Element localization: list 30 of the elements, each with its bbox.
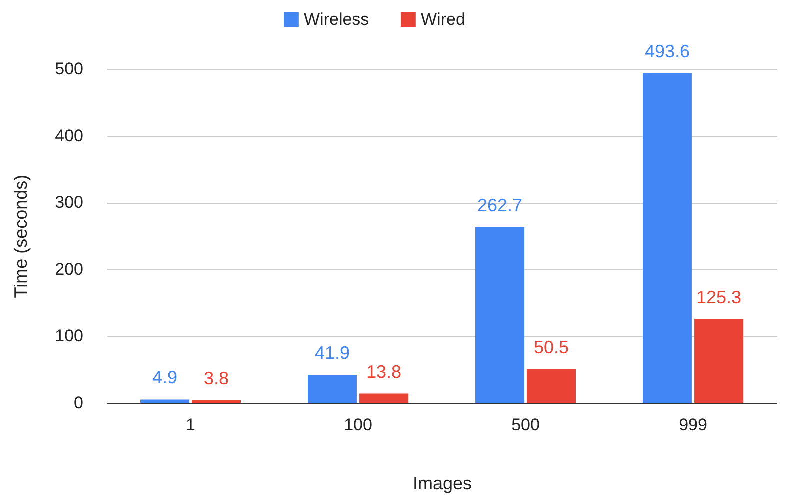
bar [694,319,744,403]
bar [476,228,524,403]
y-tick-label: 400 [55,126,84,146]
bar [308,375,357,403]
legend-label: Wired [421,10,466,29]
data-label: 3.8 [204,368,230,388]
bar [643,73,692,403]
y-tick-label: 100 [55,326,84,346]
data-label: 262.7 [477,196,523,216]
data-label: 13.8 [366,362,402,382]
data-label: 41.9 [314,343,350,364]
x-tick-label: 100 [344,416,372,434]
x-axis-title: Images [412,474,472,494]
data-label: 4.9 [152,368,178,388]
y-tick-label: 500 [55,60,84,78]
data-label: 493.6 [644,41,690,62]
x-tick-label: 999 [679,416,708,434]
bar [192,400,241,403]
x-tick-label: 500 [512,416,540,434]
legend-label: Wireless [304,10,370,29]
data-label: 125.3 [696,287,742,308]
bar [140,400,190,403]
y-tick-label: 300 [55,193,84,212]
bar [360,394,408,403]
data-label: 50.5 [534,337,570,358]
y-tick-label: 200 [55,260,84,279]
bar [527,369,576,403]
y-tick-label: 0 [74,394,84,412]
y-axis-title: Time (seconds) [11,174,32,298]
x-tick-label: 1 [186,416,196,434]
